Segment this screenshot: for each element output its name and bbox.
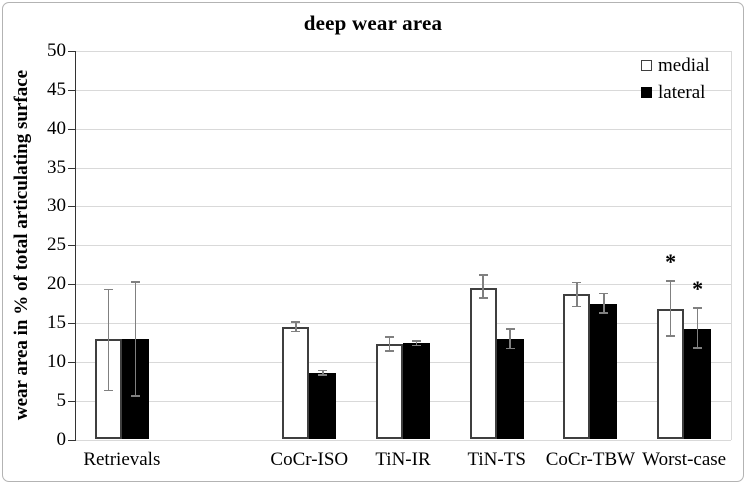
y-axis-tick-label: 45: [47, 78, 66, 100]
category-label: CoCr-TBW: [545, 448, 636, 470]
gridline: [75, 128, 731, 130]
error-bar: [295, 322, 297, 332]
y-axis-line: [75, 51, 76, 441]
gridline: [75, 322, 731, 324]
y-axis-tick: [68, 400, 75, 402]
error-bar-cap: [412, 344, 421, 347]
category-label: CoCr-ISO: [270, 448, 349, 470]
y-axis-tick: [68, 439, 75, 441]
bar-medial: [282, 326, 310, 440]
error-bar: [576, 282, 578, 307]
gridline: [75, 245, 731, 247]
legend-item-medial: medial: [641, 52, 710, 79]
y-axis-tick-label: 35: [47, 156, 66, 178]
error-bar-cap: [478, 274, 488, 276]
error-bar-cap: [666, 335, 676, 337]
error-bar-cap: [385, 336, 394, 338]
error-bar-cap: [385, 350, 394, 352]
y-axis-tick: [68, 128, 75, 130]
y-axis-tick: [68, 245, 75, 247]
error-bar: [415, 340, 418, 346]
error-bar-cap: [318, 369, 328, 372]
lateral-swatch-icon: [641, 87, 652, 98]
y-axis-tick-label: 5: [56, 389, 67, 411]
legend: medial lateral: [641, 52, 710, 106]
error-bar: [482, 274, 484, 299]
y-axis-tick-label: 15: [47, 311, 66, 333]
y-axis-tick: [68, 361, 75, 363]
gridline: [75, 206, 731, 208]
error-bar-cap: [599, 312, 609, 314]
legend-item-lateral: lateral: [641, 79, 710, 106]
gridline: [75, 167, 731, 169]
legend-label-medial: medial: [658, 54, 710, 76]
error-bar-cap: [693, 307, 703, 309]
plot-right-border: [731, 51, 732, 440]
error-bar: [603, 293, 605, 313]
y-axis-tick-label: 10: [47, 350, 66, 372]
significance-asterisk: *: [692, 276, 704, 302]
gridline: [75, 284, 731, 286]
error-bar: [322, 370, 324, 375]
error-bar: [696, 308, 699, 348]
category-label: Worst-case: [642, 448, 727, 470]
y-axis-tick: [68, 284, 75, 286]
medial-swatch-icon: [641, 60, 652, 71]
y-axis-tick-label: 0: [56, 428, 67, 450]
bar-lateral: [590, 304, 618, 440]
legend-label-lateral: lateral: [658, 81, 706, 103]
error-bar-cap: [599, 292, 609, 295]
error-bar-cap: [130, 395, 140, 397]
y-axis-tick: [68, 322, 75, 324]
y-axis-tick: [68, 51, 75, 52]
error-bar: [107, 289, 110, 391]
bar-lateral: [496, 339, 524, 440]
y-axis-tick-label: 20: [47, 273, 66, 295]
error-bar-cap: [693, 347, 703, 349]
error-bar-cap: [412, 340, 421, 342]
category-label: TiN-TS: [467, 448, 526, 470]
y-axis-tick-label: 30: [47, 195, 66, 217]
error-bar-cap: [478, 297, 488, 299]
y-axis-tick-label: 50: [47, 40, 66, 61]
error-bar-cap: [505, 328, 515, 330]
error-bar-cap: [291, 330, 301, 333]
bar-lateral: [403, 343, 430, 440]
error-bar-cap: [572, 281, 582, 284]
bar-lateral: [309, 372, 337, 440]
significance-asterisk: *: [665, 248, 677, 274]
y-axis-tick-label: 25: [47, 234, 66, 256]
y-axis-tick: [68, 206, 75, 208]
error-bar: [134, 281, 137, 396]
bar-medial: [563, 294, 591, 440]
error-bar-cap: [103, 389, 113, 392]
bar-medial: [376, 343, 403, 440]
gridline: [75, 51, 731, 52]
y-axis-tick: [68, 89, 75, 91]
gridline: [75, 89, 731, 91]
category-label: Retrievals: [83, 448, 161, 470]
error-bar: [509, 329, 511, 349]
error-bar-cap: [130, 281, 140, 283]
error-bar: [669, 280, 672, 337]
error-bar-cap: [103, 288, 113, 291]
category-label: TiN-IR: [375, 448, 431, 470]
y-axis-tick: [68, 167, 75, 169]
error-bar-cap: [505, 347, 515, 350]
error-bar-cap: [291, 321, 301, 323]
gridline: [75, 439, 731, 441]
error-bar-cap: [318, 374, 328, 376]
y-axis-tick-label: 40: [47, 117, 66, 139]
error-bar-cap: [666, 280, 676, 282]
bar-medial: [469, 287, 497, 440]
error-bar-cap: [572, 305, 582, 308]
error-bar: [388, 336, 391, 351]
chart-title: deep wear area: [303, 11, 443, 35]
